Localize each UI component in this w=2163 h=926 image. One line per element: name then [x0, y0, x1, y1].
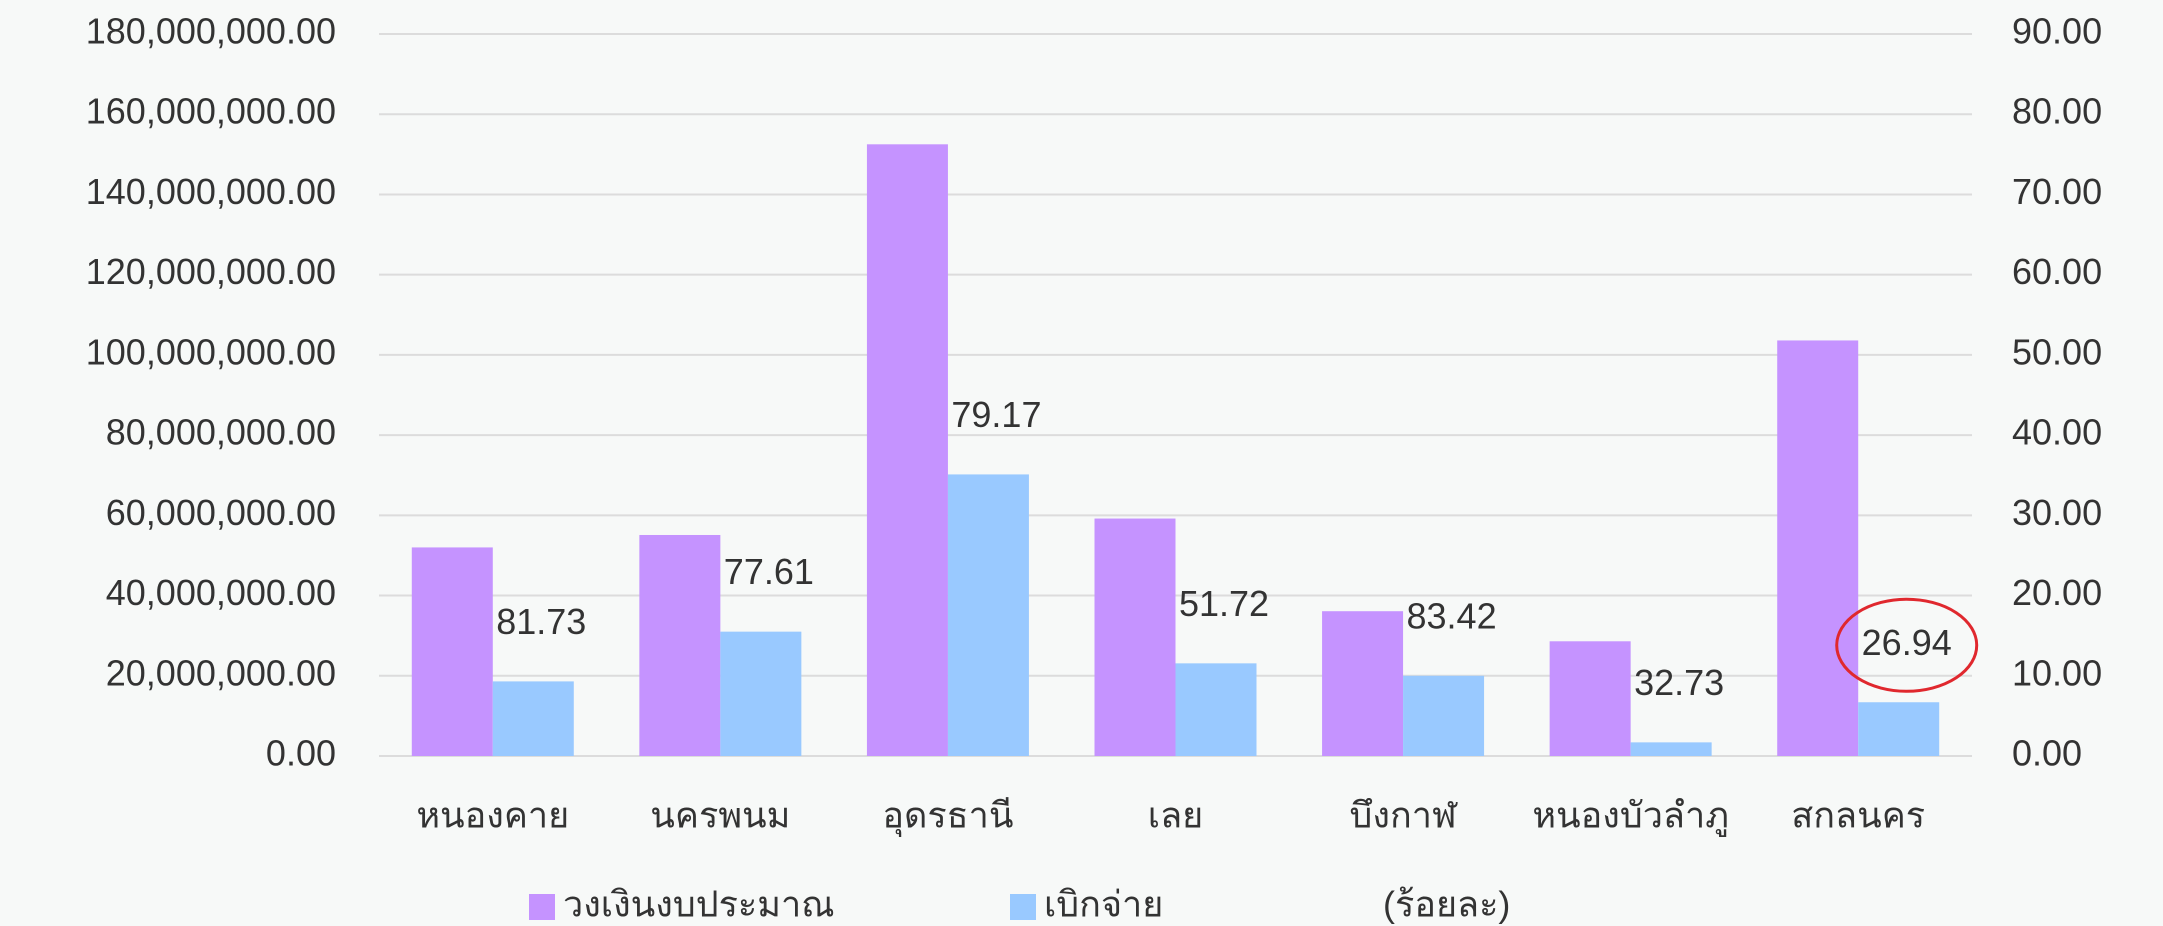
- data-label: 77.61: [724, 551, 814, 592]
- legend-swatch: [529, 894, 555, 920]
- legend-label: (ร้อยละ): [1383, 884, 1510, 925]
- y2-tick-label: 30.00: [2012, 492, 2102, 533]
- x-tick-label: อุดรธานี: [882, 795, 1013, 838]
- data-label: 51.72: [1179, 583, 1269, 624]
- bar: [1094, 518, 1176, 756]
- legend-swatch: [1010, 894, 1036, 920]
- y-tick-label: 80,000,000.00: [106, 412, 336, 453]
- y2-tick-label: 70.00: [2012, 171, 2102, 212]
- y2-tick-label: 0.00: [2012, 733, 2082, 774]
- data-label: 32.73: [1634, 662, 1724, 703]
- y-tick-label: 40,000,000.00: [106, 572, 336, 613]
- y-tick-label: 0.00: [266, 733, 336, 774]
- y2-tick-label: 80.00: [2012, 91, 2102, 132]
- y-tick-label: 100,000,000.00: [86, 331, 336, 372]
- data-label: 83.42: [1407, 595, 1497, 636]
- y-tick-label: 20,000,000.00: [106, 652, 336, 693]
- bar: [720, 631, 802, 756]
- y-tick-label: 160,000,000.00: [86, 91, 336, 132]
- bar: [639, 534, 721, 756]
- bar: [1403, 675, 1485, 756]
- y2-tick-label: 10.00: [2012, 652, 2102, 693]
- bar: [1175, 663, 1257, 756]
- y2-tick-label: 90.00: [2012, 11, 2102, 52]
- y2-tick-label: 20.00: [2012, 572, 2102, 613]
- bar: [947, 474, 1029, 756]
- x-tick-label: สกลนคร: [1791, 795, 1925, 836]
- bar: [866, 144, 948, 757]
- y-tick-label: 140,000,000.00: [86, 171, 336, 212]
- data-label: 81.73: [496, 601, 586, 642]
- y-tick-label: 120,000,000.00: [86, 251, 336, 292]
- bar: [1322, 611, 1404, 756]
- y-tick-label: 180,000,000.00: [86, 11, 336, 52]
- y2-tick-label: 50.00: [2012, 331, 2102, 372]
- x-tick-label: หนองคาย: [416, 795, 569, 836]
- bar: [411, 547, 493, 756]
- y-tick-label: 60,000,000.00: [106, 492, 336, 533]
- highlight-circle: [1835, 597, 1979, 693]
- legend-label: เบิกจ่าย: [1044, 884, 1163, 925]
- data-label: 26.94: [1862, 622, 1952, 663]
- y2-tick-label: 60.00: [2012, 251, 2102, 292]
- bar: [1858, 702, 1940, 756]
- x-tick-label: นครพนม: [650, 795, 790, 836]
- bar: [1777, 340, 1859, 756]
- y2-tick-label: 40.00: [2012, 412, 2102, 453]
- x-tick-label: เลย: [1148, 795, 1203, 836]
- bar: [1549, 641, 1631, 756]
- bar: [492, 681, 574, 756]
- bar: [1630, 742, 1712, 756]
- x-tick-label: หนองบัวลำภู: [1532, 795, 1729, 838]
- x-tick-label: บึงกาฬ: [1350, 795, 1458, 836]
- data-label: 79.17: [951, 394, 1041, 435]
- legend-label: วงเงินงบประมาณ: [563, 884, 835, 925]
